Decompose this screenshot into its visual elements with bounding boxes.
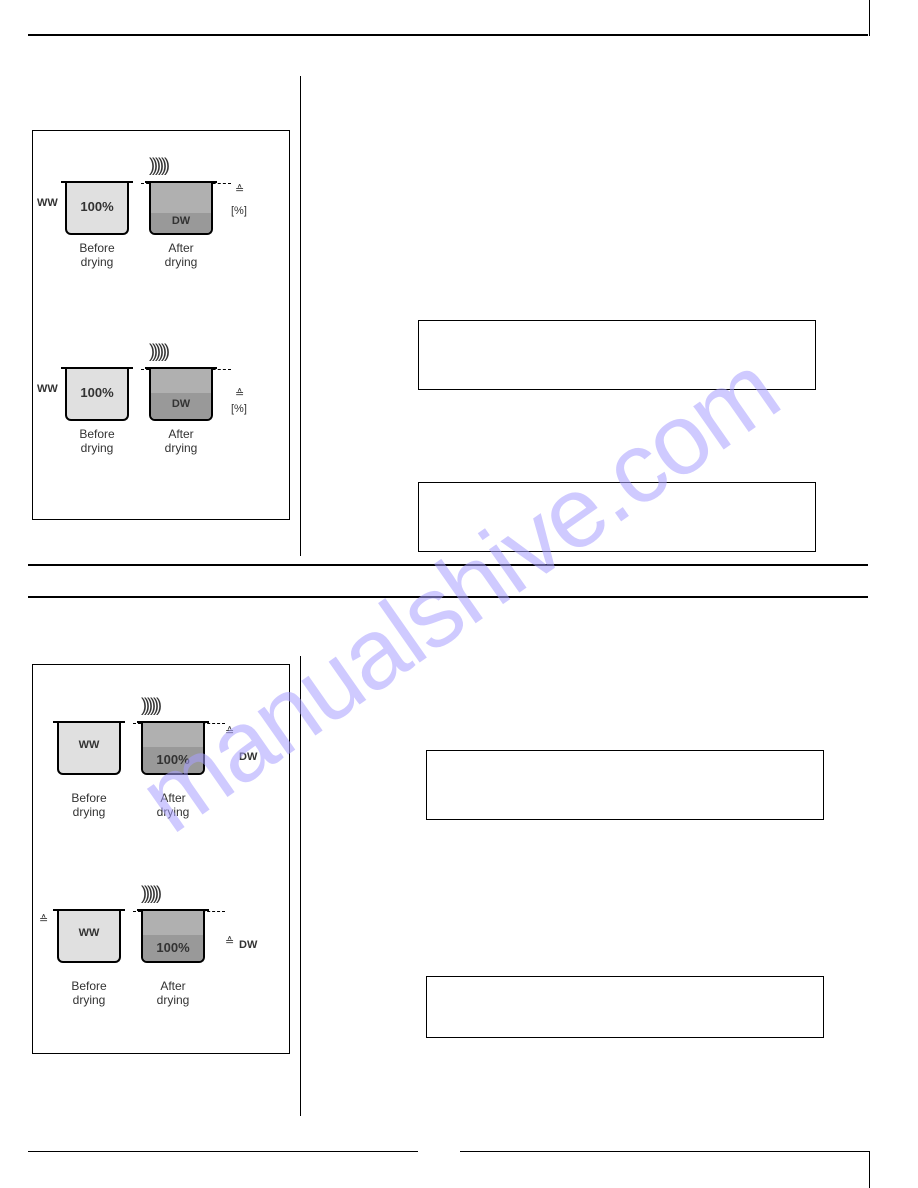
beaker-before: WW: [57, 723, 121, 775]
section-1: WW 100% Before drying ) ) ) ) ) ) DW Aft…: [28, 36, 878, 566]
hat-symbol: ≙: [235, 183, 244, 196]
before-label: Before drying: [65, 241, 129, 269]
beaker-before: WW: [57, 911, 121, 963]
ww-label: WW: [37, 383, 58, 395]
beaker-fill: DW: [151, 213, 211, 233]
beaker-before-text: WW: [59, 739, 119, 751]
beaker-before: 100%: [65, 369, 129, 421]
dw-label: DW: [239, 751, 257, 763]
beaker-fill: 100%: [143, 747, 203, 773]
beaker-after: DW: [149, 183, 213, 235]
hat-symbol-2: ≙: [225, 935, 234, 948]
before-label: Before drying: [57, 791, 121, 819]
beaker-fill: 100%: [143, 935, 203, 961]
beaker-before-text: WW: [59, 927, 119, 939]
steam-icon: ) ) ) ) ) ): [149, 155, 166, 176]
after-label: After drying: [149, 241, 213, 269]
hat-symbol: ≙: [235, 387, 244, 400]
percent-bracket: [%]: [231, 403, 247, 415]
percent-bracket: [%]: [231, 205, 247, 217]
formula-box-1: [418, 320, 816, 390]
page-right-border: [869, 0, 870, 36]
after-label: After drying: [141, 791, 205, 819]
steam-icon: ) ) ) ) ) ): [141, 883, 158, 904]
section-rule: [28, 564, 868, 566]
figure-box-2: WW Before drying ) ) ) ) ) ) 100% After …: [32, 664, 290, 1054]
before-label: Before drying: [57, 979, 121, 1007]
after-label: After drying: [149, 427, 213, 455]
footer-rule-right: [460, 1151, 870, 1152]
steam-icon: ) ) ) ) ) ): [149, 341, 166, 362]
ww-label: WW: [37, 197, 58, 209]
beaker-after-text: DW: [151, 215, 211, 227]
section-top-rule: [28, 596, 868, 598]
beaker-before: 100%: [65, 183, 129, 235]
formula-box-2: [418, 482, 816, 552]
beaker-after: 100%: [141, 723, 205, 775]
figure-box-1: WW 100% Before drying ) ) ) ) ) ) DW Aft…: [32, 130, 290, 520]
beaker-before-text: 100%: [67, 385, 127, 400]
section-2: WW Before drying ) ) ) ) ) ) 100% After …: [28, 596, 878, 1156]
beaker-after-text: 100%: [143, 940, 203, 955]
footer-rule-left: [28, 1151, 418, 1152]
dw-label: DW: [239, 939, 257, 951]
before-label: Before drying: [65, 427, 129, 455]
hat-symbol: ≙: [39, 913, 48, 926]
footer-right-border: [869, 1152, 870, 1188]
column-divider: [300, 76, 301, 556]
beaker-after-text: DW: [151, 398, 211, 410]
column-divider: [300, 656, 301, 1116]
beaker-after: 100%: [141, 911, 205, 963]
steam-icon: ) ) ) ) ) ): [141, 695, 158, 716]
beaker-after: DW: [149, 369, 213, 421]
after-label: After drying: [141, 979, 205, 1007]
formula-box-3: [426, 750, 824, 820]
beaker-fill: DW: [151, 393, 211, 419]
beaker-before-text: 100%: [67, 199, 127, 214]
beaker-after-text: 100%: [143, 752, 203, 767]
hat-symbol: ≙: [225, 725, 234, 738]
formula-box-4: [426, 976, 824, 1038]
